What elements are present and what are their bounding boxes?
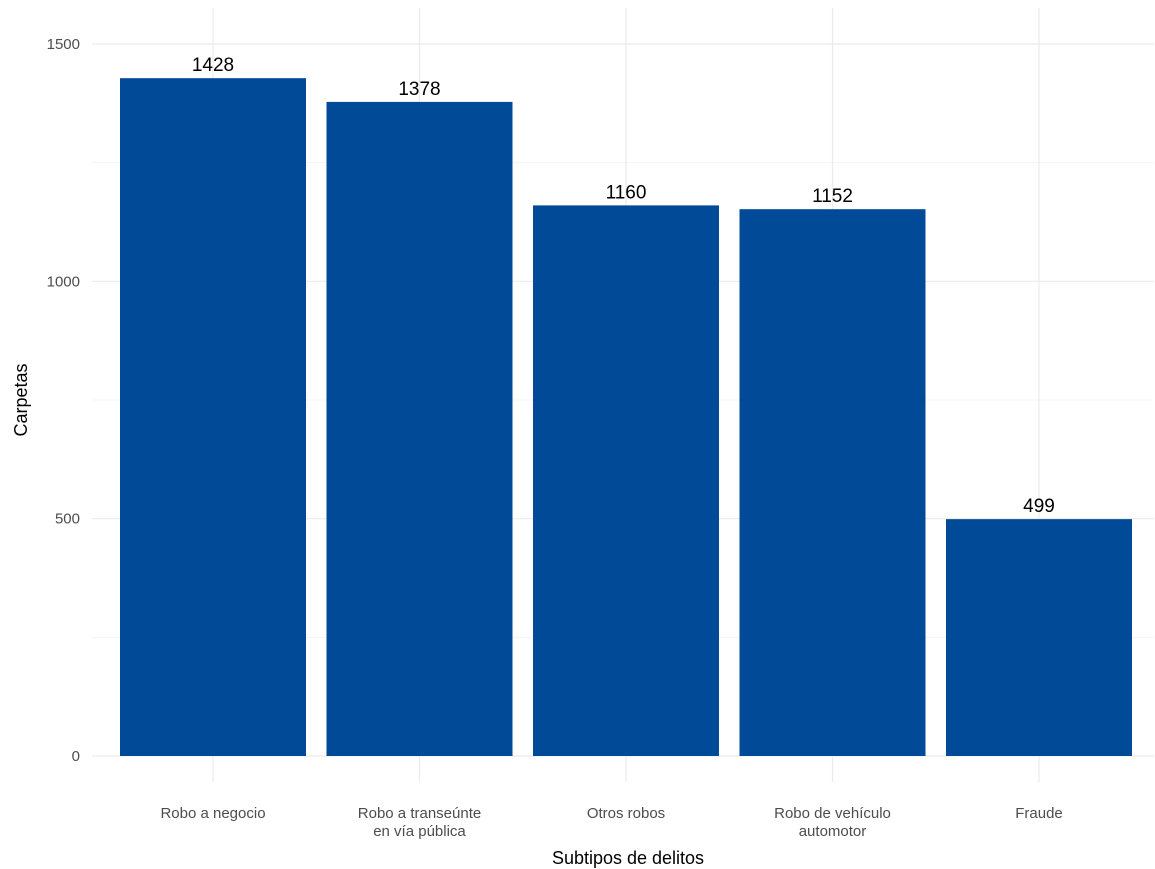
y-tick-label: 1500 <box>47 36 80 53</box>
data-label: 1378 <box>398 79 440 100</box>
x-tick-label: Fraude <box>1015 805 1063 822</box>
data-label: 1152 <box>812 186 853 207</box>
y-axis-ticks: 0 500 1000 1500 <box>47 36 80 765</box>
x-tick-label: Robo de vehículo automotor <box>774 805 891 840</box>
x-axis-title: Subtipos de delitos <box>552 848 704 868</box>
bars <box>120 78 1132 757</box>
bar <box>326 101 513 757</box>
bar <box>533 205 719 757</box>
data-label: 1160 <box>606 182 647 203</box>
data-labels: 1428 1378 1160 1152 499 <box>192 55 1055 517</box>
x-tick-label: Robo a negocio <box>160 805 265 822</box>
x-axis-ticks: Robo a negocio Robo a transeúnte en vía pú… <box>160 805 1062 840</box>
y-tick-label: 1000 <box>47 273 80 290</box>
y-tick-label: 500 <box>55 511 80 528</box>
y-axis-title: Carpetas <box>11 363 31 436</box>
bar <box>946 519 1132 756</box>
y-tick-label: 0 <box>72 748 80 765</box>
bar <box>120 78 306 756</box>
data-label: 1428 <box>192 55 234 76</box>
data-label: 499 <box>1023 496 1055 517</box>
x-tick-label: Otros robos <box>587 805 665 822</box>
x-tick-label: Robo a transeúnte en vía pública <box>358 805 481 840</box>
bar <box>739 209 926 756</box>
